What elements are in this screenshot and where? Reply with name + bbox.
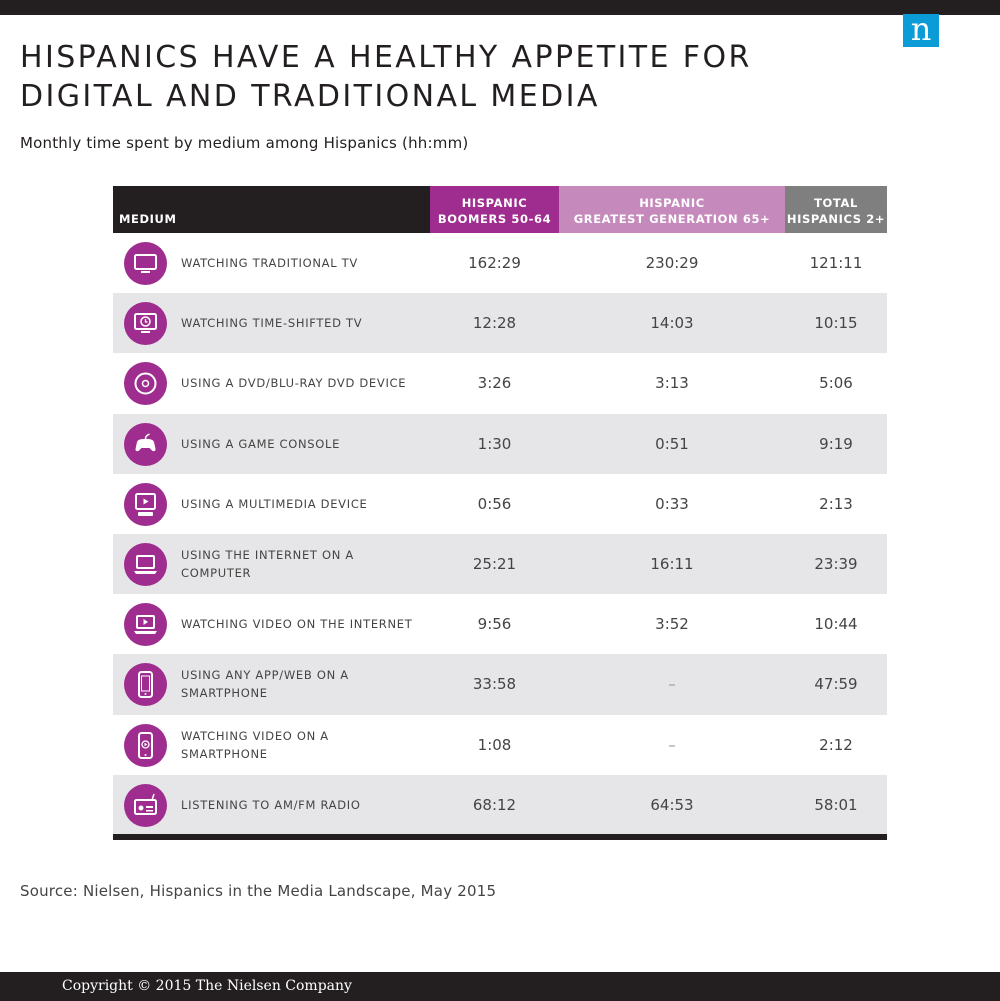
greatest-generation-value: 14:03 <box>650 314 694 333</box>
table-row: USING ANY APP/WEB ON A SMARTPHONE 33:58 – 4… <box>113 654 887 715</box>
total-hispanics-value: 47:59 <box>814 675 858 694</box>
greatest-generation-value: 3:52 <box>655 615 689 634</box>
boomers-value: 1:30 <box>477 434 512 453</box>
laptop-icon <box>124 542 167 586</box>
boomers-value: 9:56 <box>477 615 512 634</box>
total-hispanics-value: 9:19 <box>819 434 853 453</box>
tv-icon <box>124 242 167 285</box>
medium-label: WATCHING TIME-SHIFTED TV <box>181 316 363 331</box>
greatest-generation-value: 0:51 <box>655 434 689 453</box>
time-shifted-tv-icon <box>124 302 167 346</box>
multimedia-device-icon <box>124 482 167 526</box>
dvd-icon <box>124 362 167 406</box>
boomers-value: 25:21 <box>472 554 517 573</box>
nielsen-logo-icon: n <box>903 13 939 47</box>
total-hispanics-value: 23:39 <box>814 554 858 573</box>
table-row: USING THE INTERNET ON A COMPUTER 25:21 16:… <box>113 533 887 595</box>
total-hispanics-value: 10:44 <box>814 615 858 634</box>
boomers-value: 68:12 <box>472 795 517 814</box>
table-row: WATCHING TRADITIONAL TV 162:29 230:29 121:1… <box>113 233 887 293</box>
boomers-value: 33:58 <box>472 675 517 694</box>
boomers-value: 0:56 <box>477 494 512 513</box>
greatest-generation-value: – <box>668 675 676 694</box>
medium-label: USING THE INTERNET ON A COMPUTER <box>181 547 354 580</box>
chart-subtitle: Monthly time spent by medium among Hispa… <box>20 134 469 152</box>
header-boomers: HISPANIC BOOMERS 50-64 <box>430 186 559 233</box>
boomers-value: 1:08 <box>477 735 512 754</box>
total-hispanics-value: 58:01 <box>814 795 858 814</box>
total-hispanics-value: 10:15 <box>814 314 858 333</box>
table-body: WATCHING TRADITIONAL TV 162:29 230:29 121:1… <box>113 233 887 835</box>
smartphone-icon <box>124 663 167 707</box>
total-hispanics-value: 5:06 <box>819 374 853 393</box>
radio-icon <box>124 783 167 827</box>
header-medium: MEDIUM <box>119 212 177 226</box>
medium-label: WATCHING TRADITIONAL TV <box>181 256 358 270</box>
table-row: WATCHING VIDEO ON THE INTERNET 9:56 3:52 10… <box>113 594 887 654</box>
header-total-hispanics: TOTAL HISPANICS 2+ <box>785 186 887 233</box>
table-row: WATCHING VIDEO ON A SMARTPHONE 1:08 – 2:12 <box>113 715 887 775</box>
copyright-text: Copyright © 2015 The Nielsen Company <box>62 978 352 994</box>
table-row: USING A DVD/BLU-RAY DVD DEVICE 3:26 3:13 5:… <box>113 353 887 413</box>
total-hispanics-value: 121:11 <box>809 254 863 272</box>
medium-label: USING A MULTIMEDIA DEVICE <box>181 496 368 511</box>
game-controller-icon <box>124 422 167 466</box>
greatest-generation-value: 3:13 <box>655 374 689 393</box>
table-row: USING A MULTIMEDIA DEVICE 0:56 0:33 2:13 <box>113 474 887 534</box>
boomers-value: 3:26 <box>477 374 512 393</box>
medium-label: USING A DVD/BLU-RAY DVD DEVICE <box>181 376 407 391</box>
table-row: USING A GAME CONSOLE 1:30 0:51 9:19 <box>113 413 887 474</box>
medium-label: USING ANY APP/WEB ON A SMARTPHONE <box>181 668 349 701</box>
greatest-generation-value: 64:53 <box>650 795 694 814</box>
boomers-value: 12:28 <box>472 314 517 333</box>
table-row: WATCHING TIME-SHIFTED TV 12:28 14:03 10:15 <box>113 293 887 354</box>
smartphone-video-icon <box>124 723 167 767</box>
medium-label: WATCHING VIDEO ON THE INTERNET <box>181 617 413 632</box>
source-note: Source: Nielsen, Hispanics in the Media … <box>20 882 497 900</box>
laptop-video-icon <box>124 603 167 647</box>
header-greatest-generation: HISPANIC GREATEST GENERATION 65+ <box>559 186 785 233</box>
medium-label: WATCHING VIDEO ON A SMARTPHONE <box>181 728 329 761</box>
boomers-value: 162:29 <box>468 254 521 272</box>
total-hispanics-value: 2:13 <box>819 494 853 513</box>
table-bottom-rule <box>113 834 887 840</box>
table-header: MEDIUM HISPANIC BOOMERS 50-64 HISPANIC GRE… <box>113 186 887 233</box>
medium-label: LISTENING TO AM/FM RADIO <box>181 797 361 812</box>
media-time-table: MEDIUM HISPANIC BOOMERS 50-64 HISPANIC GRE… <box>113 186 887 835</box>
greatest-generation-value: 230:29 <box>645 254 699 272</box>
greatest-generation-value: 16:11 <box>650 554 694 573</box>
top-bar <box>0 0 1000 15</box>
greatest-generation-value: 0:33 <box>655 494 689 513</box>
medium-label: USING A GAME CONSOLE <box>181 436 341 451</box>
page-title: HISPANICS HAVE A HEALTHY APPETITE FOR DI… <box>20 40 752 114</box>
table-row: LISTENING TO AM/FM RADIO 68:12 64:53 58:01 <box>113 774 887 835</box>
greatest-generation-value: – <box>668 735 676 754</box>
footer-bar: Copyright © 2015 The Nielsen Company <box>0 972 1000 1001</box>
total-hispanics-value: 2:12 <box>819 735 853 754</box>
